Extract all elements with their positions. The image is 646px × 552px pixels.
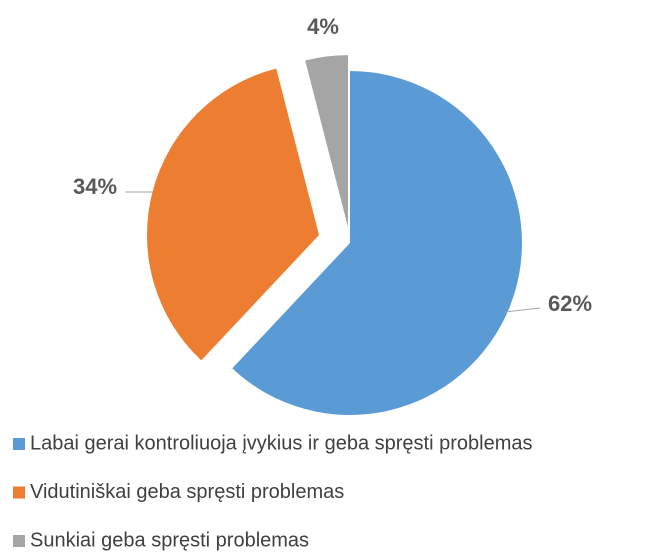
- pie-slice: [305, 55, 348, 228]
- leader-line: [504, 307, 541, 313]
- legend-label: Sunkiai geba spręsti problemas: [30, 529, 309, 551]
- legend-swatch: [13, 535, 25, 547]
- data-label: 4%: [307, 14, 339, 39]
- pie-slice: [232, 71, 522, 415]
- legend-label: Vidutiniškai geba spręsti problemas: [30, 481, 344, 503]
- legend-swatch: [13, 438, 25, 450]
- legend-swatch: [13, 486, 25, 499]
- data-label: 62%: [548, 291, 592, 316]
- data-label: 34%: [73, 174, 117, 199]
- pie-slice: [147, 68, 320, 361]
- legend-label: Labai gerai kontroliuoja įvykius ir geba…: [30, 432, 532, 454]
